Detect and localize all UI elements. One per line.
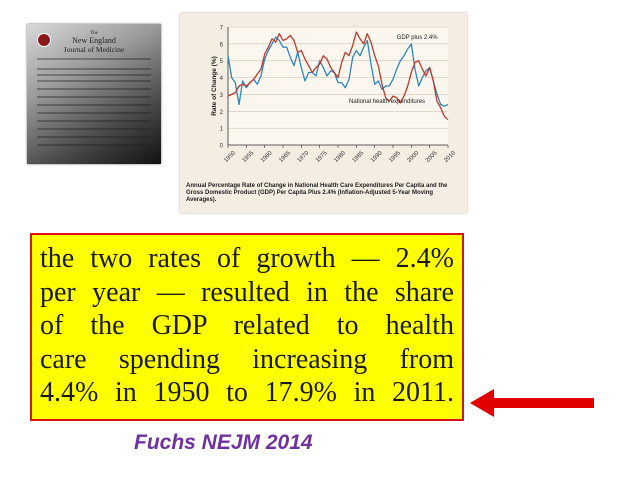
x-tick-label: 1960 <box>260 150 274 164</box>
x-tick-label: 1975 <box>315 150 329 164</box>
series-label: GDP plus 2.4% <box>397 35 439 41</box>
x-tick-label: 2010 <box>443 150 457 164</box>
x-tick-label: 1965 <box>278 150 292 164</box>
x-tick-label: 2005 <box>425 150 439 164</box>
y-tick-label: 2 <box>220 110 224 116</box>
plot-area <box>228 27 448 145</box>
journal-cover-image: The New England Journal of Medicine <box>27 24 161 164</box>
x-tick-label: 1995 <box>388 150 402 164</box>
cover-title-line2: Journal of Medicine <box>63 45 125 54</box>
cover-title-line1: New England <box>72 36 116 45</box>
quote-line: of the GDP related to health <box>40 310 454 341</box>
x-tick-label: 1950 <box>223 150 237 164</box>
quote-text: the two rates of growth — 2.4% per year … <box>40 242 454 410</box>
journal-seal-icon <box>37 33 51 47</box>
red-arrow-icon <box>470 389 594 417</box>
line-chart: 0 1 2 3 4 5 6 7 1950 1955 1960 1965 1970 1975 1980 1985… <box>211 26 457 164</box>
y-tick-label: 5 <box>220 59 224 65</box>
y-tick-label: 0 <box>220 144 224 150</box>
quote-line: 4.4% in 1950 to 17.9% in 2011. <box>40 377 454 408</box>
y-axis-label: Rate of Change (%) <box>211 56 218 116</box>
chart-panel: 0 1 2 3 4 5 6 7 1950 1955 1960 1965 1970 1975 1980 1985… <box>180 13 467 213</box>
y-tick-label: 7 <box>220 26 224 32</box>
citation: Fuchs NEJM 2014 <box>134 431 313 454</box>
quote-line: care spending increasing from <box>40 343 454 375</box>
series-line-health <box>227 31 449 121</box>
x-tick-label: 1990 <box>370 150 384 164</box>
x-tick-label: 1980 <box>333 150 347 164</box>
quote-line: the two rates of growth — 2.4% <box>40 243 454 274</box>
y-tick-label: 3 <box>220 93 224 99</box>
x-tick-label: 1970 <box>297 150 311 164</box>
y-tick-label: 4 <box>220 76 224 82</box>
y-tick-label: 1 <box>220 127 224 133</box>
chart-caption: Annual Percentage Rate of Change in Nati… <box>186 183 448 203</box>
highlighted-quote: the two rates of growth — 2.4% per year … <box>30 233 464 421</box>
series-label: National health expenditures <box>349 99 425 105</box>
y-tick-label: 6 <box>220 42 224 48</box>
cover-subtitle: The <box>90 31 98 36</box>
series-line-gdp <box>227 36 449 107</box>
x-tick-label: 1985 <box>352 150 366 164</box>
quote-line: per year — resulted in the share <box>40 276 454 308</box>
x-tick-label: 1955 <box>242 150 256 164</box>
x-tick-label: 2000 <box>407 150 421 164</box>
